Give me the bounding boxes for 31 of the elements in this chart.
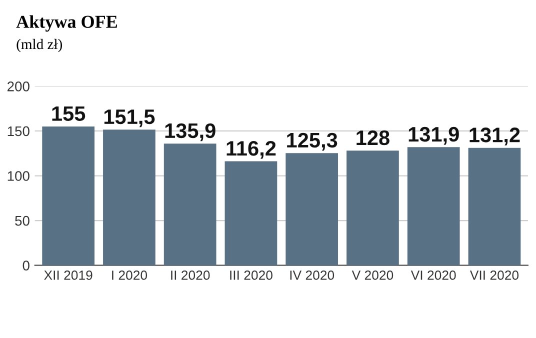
bar [103, 130, 156, 266]
bar [346, 150, 399, 266]
bar [42, 126, 94, 266]
data-label: 131,9 [408, 126, 459, 145]
x-tick-label: IV 2020 [290, 270, 334, 280]
x-tick-label: VII 2020 [470, 270, 519, 280]
x-tick-label: VI 2020 [410, 270, 456, 280]
y-tick-label: 0 [22, 260, 30, 270]
y-tick-label: 100 [8, 171, 30, 181]
chart-subtitle: (mld zł) [16, 38, 62, 52]
data-label: 128 [356, 130, 390, 146]
y-tick-label: 200 [8, 82, 30, 92]
chart-title: Aktywa OFE [16, 15, 117, 32]
bar [407, 147, 460, 266]
bar [468, 148, 521, 266]
y-tick-label: 150 [8, 126, 30, 136]
data-label: 116,2 [226, 140, 276, 159]
data-label: 151,5 [104, 110, 155, 128]
x-tick-label: II 2020 [171, 270, 210, 280]
data-label: 155 [52, 106, 86, 121]
x-tick-label: I 2020 [112, 270, 148, 280]
bar [224, 161, 278, 266]
x-tick-label: XII 2019 [44, 270, 92, 280]
y-tick-label: 50 [15, 216, 30, 226]
x-tick-label: III 2020 [230, 270, 272, 280]
data-label: 125,3 [287, 132, 338, 151]
data-label: 135,9 [165, 123, 216, 142]
bar [164, 144, 216, 266]
bar [286, 153, 338, 266]
data-label: 131,2 [470, 128, 520, 146]
x-tick-label: V 2020 [352, 270, 394, 280]
